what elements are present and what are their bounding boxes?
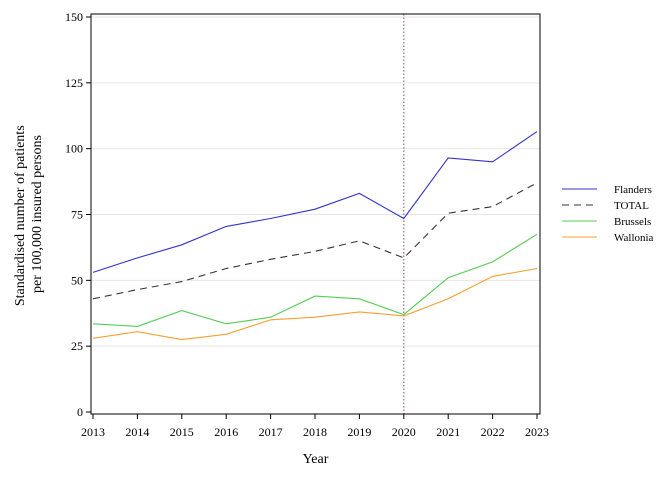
legend-label: Wallonia (614, 232, 654, 244)
x-tick-label: 2018 (303, 425, 327, 439)
x-tick-label: 2022 (481, 425, 505, 439)
series-line-wallonia (92, 267, 538, 341)
y-axis: 0 25 50 75 100 125 150 (65, 10, 91, 419)
y-tick-label: 75 (71, 208, 83, 222)
y-axis-title-line-1: Standardised number of patients (13, 125, 28, 306)
x-tick-label: 2020 (392, 425, 416, 439)
x-axis: 2013 2014 2015 2016 2017 2018 2019 2020 2021 2022… (81, 414, 549, 439)
x-tick-label: 2013 (81, 425, 105, 439)
y-axis-title-line-2: per 100,000 insured persons (30, 135, 45, 293)
legend-label: Flanders (614, 184, 652, 196)
legend: Flanders TOTAL Brussels Wallonia (562, 184, 654, 244)
x-axis-title: Year (303, 452, 329, 467)
y-tick-label: 50 (71, 273, 83, 287)
y-tick-label: 125 (65, 76, 83, 90)
series-line-total (92, 182, 538, 300)
x-tick-label: 2017 (259, 425, 283, 439)
legend-label: Brussels (614, 216, 651, 228)
x-tick-label: 2014 (125, 425, 149, 439)
x-tick-label: 2021 (436, 425, 460, 439)
series-lines (92, 131, 538, 341)
grid-lines (91, 16, 540, 347)
x-tick-label: 2019 (347, 425, 371, 439)
x-tick-label: 2023 (525, 425, 549, 439)
x-tick-label: 2016 (214, 425, 238, 439)
series-line-flanders (92, 131, 538, 273)
legend-label: TOTAL (614, 200, 649, 212)
y-tick-label: 25 (71, 339, 83, 353)
y-tick-label: 150 (65, 10, 83, 24)
series-line-brussels (92, 233, 538, 327)
x-tick-label: 2015 (170, 425, 194, 439)
y-tick-label: 0 (77, 405, 83, 419)
y-tick-label: 100 (65, 142, 83, 156)
y-axis-title: Standardised number of patients per 100,… (13, 122, 45, 306)
